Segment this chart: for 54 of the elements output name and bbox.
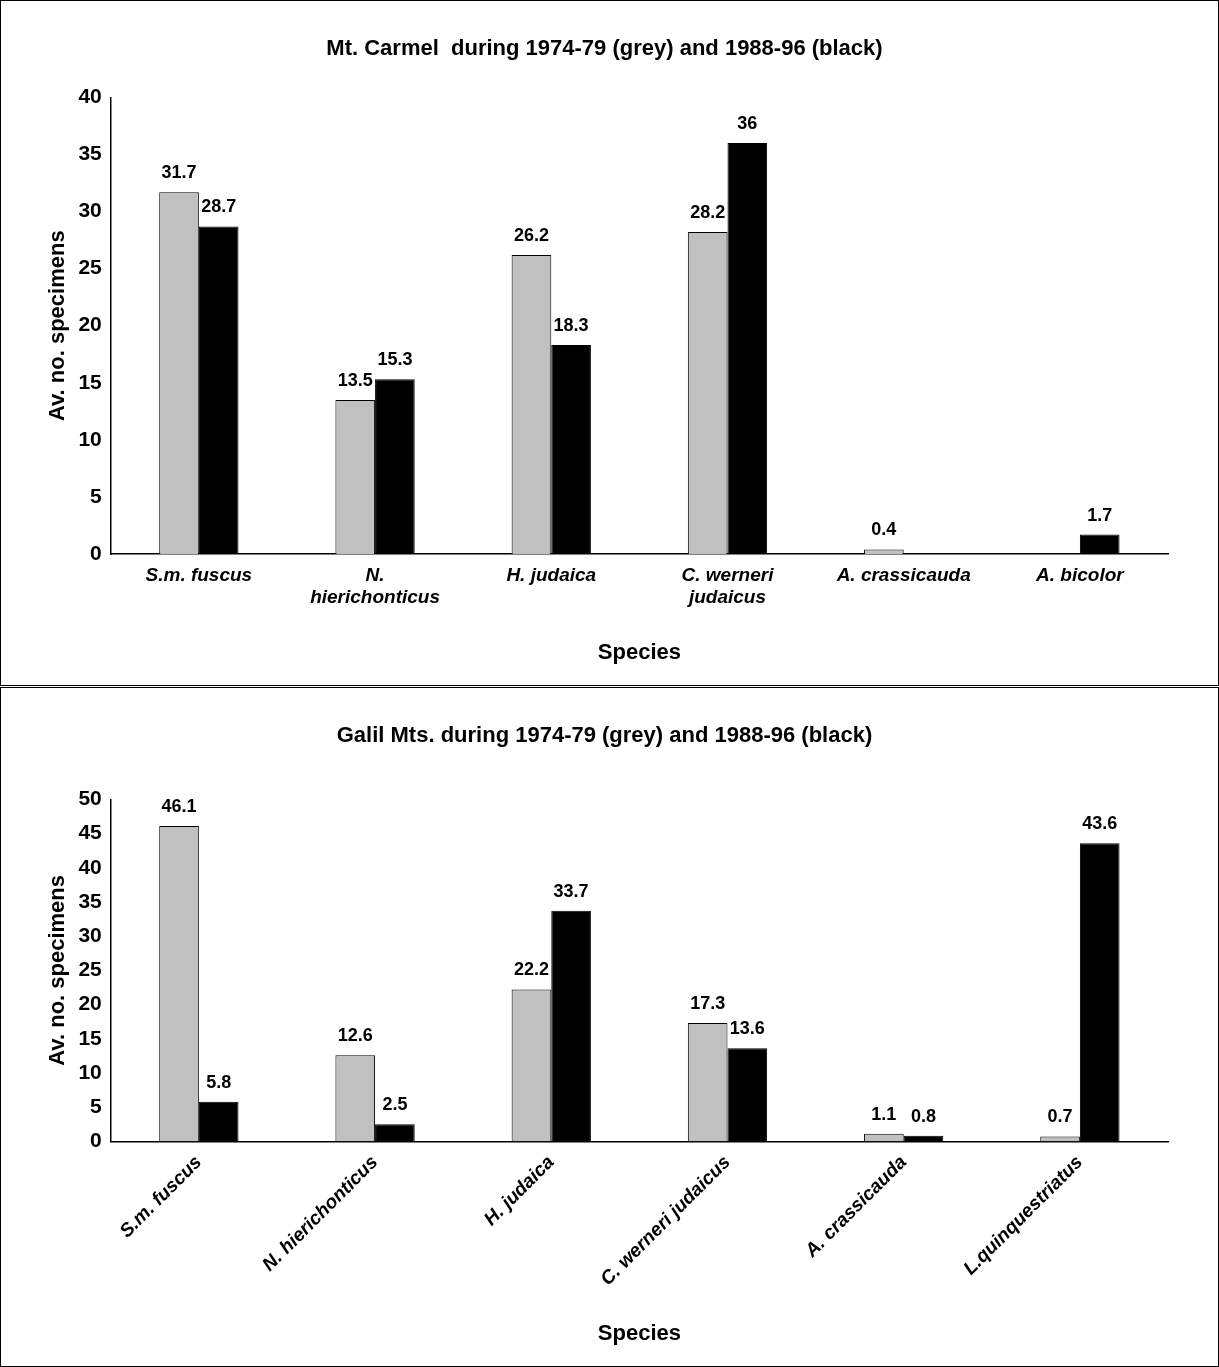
x-tick-label: S.m. fuscus — [145, 563, 253, 585]
x-tick-label: H. judaica — [506, 563, 597, 585]
data-label: 43.6 — [1082, 813, 1118, 834]
y-tick-label: 5 — [90, 1093, 103, 1117]
x-tick-label: A. bicolor — [1035, 563, 1126, 585]
data-label: 26.2 — [513, 224, 549, 245]
data-label: 0.8 — [911, 1105, 937, 1126]
y-tick-label: 25 — [78, 255, 103, 279]
y-axis-title: Av. no. specimens — [44, 874, 70, 1066]
y-tick-label: 5 — [90, 483, 103, 507]
data-label: 28.2 — [690, 202, 726, 223]
x-axis-title: Species — [597, 1319, 681, 1345]
y-tick-label: 25 — [78, 957, 103, 981]
y-tick-label: 10 — [78, 1059, 102, 1083]
y-tick-label: 20 — [78, 312, 102, 336]
data-label: 1.1 — [871, 1103, 897, 1124]
chart-title: Galil Mts. during 1974-79 (grey) and 1988-96 (black) — [336, 722, 873, 748]
y-tick-label: 35 — [78, 888, 103, 912]
y-tick-label: 15 — [78, 369, 103, 393]
y-tick-label: 15 — [78, 1025, 103, 1049]
chart-title: Mt. Carmel during 1974-79 (grey) and 1988-96 (black) — [326, 35, 883, 61]
y-tick-label: 0 — [90, 540, 102, 564]
x-tick-label: C. werneri judaicus — [681, 563, 775, 608]
y-tick-label: 30 — [78, 922, 102, 946]
data-label: 31.7 — [161, 162, 197, 183]
y-tick-label: 40 — [78, 854, 102, 878]
y-axis-title: Av. no. specimens — [44, 230, 70, 422]
y-tick-label: 50 — [78, 786, 102, 810]
data-label: 46.1 — [161, 796, 197, 817]
data-label: 1.7 — [1087, 504, 1113, 525]
data-label: 13.6 — [729, 1018, 765, 1039]
y-tick-label: 20 — [78, 991, 102, 1015]
data-label: 0.7 — [1047, 1106, 1073, 1127]
y-tick-label: 40 — [78, 84, 102, 108]
x-axis-title: Species — [597, 638, 681, 664]
y-tick-label: 0 — [90, 1128, 102, 1152]
x-tick-label: A. crassicauda — [835, 563, 972, 585]
x-tick-label: N. hierichonticus — [310, 563, 440, 608]
data-label: 18.3 — [553, 315, 589, 336]
y-tick-label: 30 — [78, 198, 102, 222]
data-label: 22.2 — [513, 959, 549, 980]
data-label: 5.8 — [206, 1071, 232, 1092]
data-label: 17.3 — [690, 992, 726, 1013]
data-label: 36 — [737, 113, 758, 134]
data-label: 12.6 — [337, 1025, 373, 1046]
y-tick-label: 45 — [78, 820, 103, 844]
y-tick-label: 10 — [78, 426, 102, 450]
data-label: 15.3 — [377, 349, 413, 370]
y-tick-label: 35 — [78, 141, 103, 165]
data-label: 13.5 — [337, 369, 373, 390]
data-label: 2.5 — [382, 1094, 408, 1115]
data-label: 33.7 — [553, 880, 589, 901]
data-label: 0.4 — [871, 519, 897, 540]
data-label: 28.7 — [201, 196, 237, 217]
